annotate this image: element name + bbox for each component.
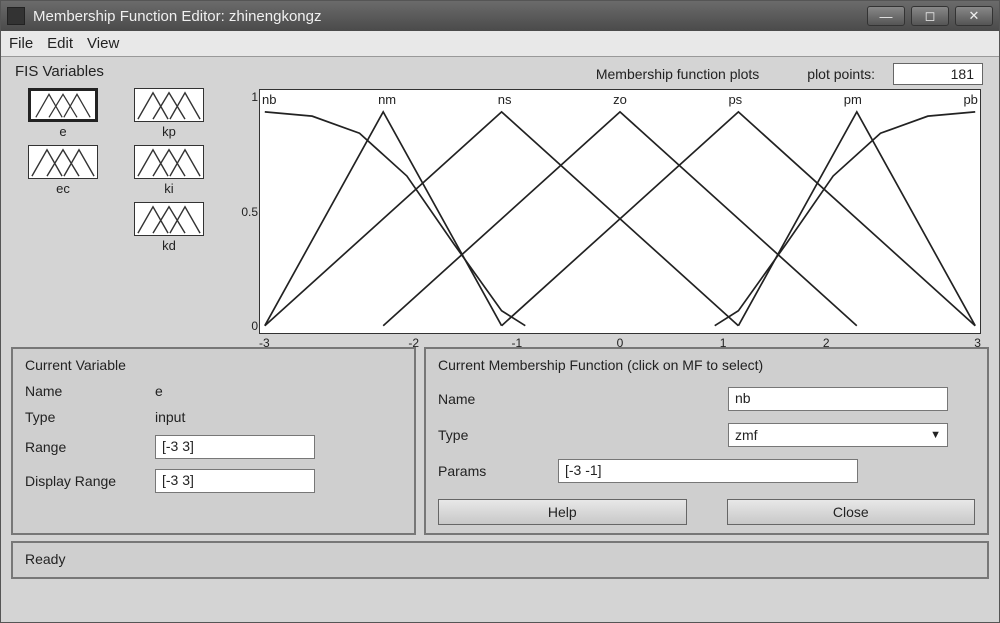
fis-variable-icon <box>28 145 98 179</box>
var-range-label: Range <box>25 439 155 455</box>
current-mf-title: Current Membership Function (click on MF… <box>438 357 975 373</box>
titlebar: Membership Function Editor: zhinengkongz… <box>1 1 999 31</box>
fis-variable-ec[interactable]: ec <box>17 145 109 196</box>
var-type-label: Type <box>25 409 155 425</box>
mf-name-label: Name <box>438 391 558 407</box>
fis-variable-icon <box>134 88 204 122</box>
mf-type-label: Type <box>438 427 558 443</box>
current-variable-title: Current Variable <box>25 357 402 373</box>
mf-params-label: Params <box>438 463 558 479</box>
mf-name-input[interactable]: nb <box>728 387 948 411</box>
plot-points-input[interactable]: 181 <box>893 63 983 85</box>
app-icon <box>7 7 25 25</box>
plot-header-label: Membership function plots <box>229 66 789 82</box>
y-tick: 0.5 <box>232 205 258 219</box>
menu-view[interactable]: View <box>87 35 119 52</box>
var-name-value: e <box>155 383 402 399</box>
fis-variable-kp[interactable]: kp <box>123 88 215 139</box>
top-area: FIS Variables e kp ec ki kd Membership funct… <box>11 63 989 341</box>
mf-button-row: Help Close <box>438 499 975 525</box>
var-display-range-label: Display Range <box>25 473 155 489</box>
fis-variable-icon <box>28 88 98 122</box>
close-button[interactable]: Close <box>727 499 976 525</box>
mf-type-dropdown[interactable]: zmf ▼ <box>728 423 948 447</box>
status-bar: Ready <box>11 541 989 579</box>
current-mf-panel: Current Membership Function (click on MF… <box>424 347 989 535</box>
window-title: Membership Function Editor: zhinengkongz <box>33 8 867 25</box>
mf-plot-svg <box>260 90 980 333</box>
plot-points-label: plot points: <box>807 66 875 82</box>
mf-curve-pb[interactable] <box>715 112 975 326</box>
app-window: Membership Function Editor: zhinengkongz… <box>0 0 1000 623</box>
menu-file[interactable]: File <box>9 35 33 52</box>
fis-variable-ki[interactable]: ki <box>123 145 215 196</box>
fis-variable-label: ki <box>164 181 173 196</box>
var-display-range-input[interactable]: [-3 3] <box>155 469 315 493</box>
fis-variable-label: ec <box>56 181 70 196</box>
fis-variable-label: kd <box>162 238 176 253</box>
mf-params-input[interactable]: [-3 -1] <box>558 459 858 483</box>
plot-header: Membership function plots plot points: 1… <box>229 63 989 85</box>
window-controls: ― ◻ ✕ <box>867 6 993 26</box>
content-area: FIS Variables e kp ec ki kd Membership funct… <box>1 57 999 622</box>
fis-variable-label: e <box>59 124 66 139</box>
var-range-input[interactable]: [-3 3] <box>155 435 315 459</box>
mf-curve-nb[interactable] <box>265 112 525 326</box>
y-tick: 0 <box>232 319 258 333</box>
y-tick: 1 <box>232 90 258 104</box>
menubar: File Edit View <box>1 31 999 57</box>
status-text: Ready <box>25 551 65 567</box>
minimize-button[interactable]: ― <box>867 6 905 26</box>
fis-title: FIS Variables <box>11 63 221 80</box>
plot-panel: Membership function plots plot points: 1… <box>229 63 989 341</box>
fis-variables-panel: FIS Variables e kp ec ki kd <box>11 63 221 341</box>
fis-variable-kd[interactable]: kd <box>123 202 215 253</box>
fis-variable-icon <box>134 145 204 179</box>
fis-variable-icon <box>134 202 204 236</box>
y-axis-ticks: 10.50 <box>232 90 258 333</box>
fis-variable-label: kp <box>162 124 176 139</box>
chevron-down-icon: ▼ <box>930 429 941 441</box>
current-variable-panel: Current Variable Name e Type input Range… <box>11 347 416 535</box>
mf-type-value: zmf <box>735 427 758 443</box>
fis-grid: e kp ec ki kd <box>11 88 221 253</box>
var-type-value: input <box>155 409 402 425</box>
fis-variable-e[interactable]: e <box>17 88 109 139</box>
close-window-button[interactable]: ✕ <box>955 6 993 26</box>
var-name-label: Name <box>25 383 155 399</box>
plot-axes[interactable]: 10.50 nbnmnszopspmpb <box>259 89 981 334</box>
panels-row: Current Variable Name e Type input Range… <box>11 347 989 535</box>
help-button[interactable]: Help <box>438 499 687 525</box>
maximize-button[interactable]: ◻ <box>911 6 949 26</box>
menu-edit[interactable]: Edit <box>47 35 73 52</box>
